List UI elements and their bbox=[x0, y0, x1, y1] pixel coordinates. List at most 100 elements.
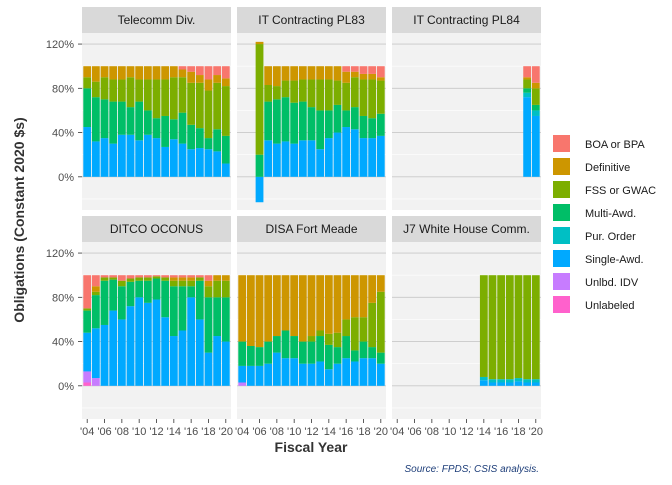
bar-segment bbox=[479, 376, 488, 381]
bar-segment bbox=[126, 275, 135, 279]
bar-segment bbox=[100, 66, 109, 78]
bar-segment bbox=[523, 79, 532, 89]
bar-segment bbox=[83, 275, 92, 309]
bar-segment bbox=[333, 347, 342, 364]
bar-segment bbox=[195, 82, 204, 129]
bar-segment bbox=[109, 66, 118, 80]
x-tick-label: '10 bbox=[287, 426, 301, 438]
bar-segment bbox=[161, 66, 170, 80]
bar-segment bbox=[264, 84, 273, 102]
bar-segment bbox=[143, 134, 152, 177]
facet-title: IT Contracting PL84 bbox=[413, 13, 520, 27]
bar-segment bbox=[169, 119, 178, 140]
bar-segment bbox=[187, 149, 196, 177]
bar-segment bbox=[368, 79, 377, 119]
bar-segment bbox=[246, 365, 255, 386]
y-axis-title: Obligations (Constant 2020 $s) bbox=[11, 117, 27, 322]
bar-segment bbox=[100, 324, 109, 386]
bar-segment bbox=[342, 127, 351, 177]
bar-segment bbox=[531, 104, 540, 111]
bar-segment bbox=[333, 363, 342, 386]
x-axis-title: Fiscal Year bbox=[275, 439, 348, 455]
bar-segment bbox=[316, 66, 325, 80]
bar-segment bbox=[307, 66, 316, 80]
legend-label: Unlbd. IDV bbox=[585, 277, 639, 289]
x-tick-label: '18 bbox=[356, 426, 370, 438]
bar-segment bbox=[152, 118, 161, 139]
bar-segment bbox=[204, 280, 213, 287]
x-tick-label: '12 bbox=[459, 426, 473, 438]
bar-segment bbox=[178, 77, 187, 113]
bar-segment bbox=[135, 277, 144, 281]
bar-segment bbox=[109, 277, 118, 280]
x-tick-label: '18 bbox=[201, 426, 215, 438]
bar-segment bbox=[316, 275, 325, 331]
bar-segment bbox=[359, 73, 368, 80]
bar-segment bbox=[221, 297, 230, 342]
y-tick-label: 120% bbox=[46, 39, 74, 51]
bar-segment bbox=[350, 107, 359, 130]
bar-segment bbox=[497, 382, 506, 386]
legend-swatch bbox=[553, 158, 570, 175]
bar-segment bbox=[213, 66, 222, 76]
bar-segment bbox=[109, 310, 118, 386]
bar-segment bbox=[204, 275, 213, 281]
bar-segment bbox=[152, 66, 161, 80]
bar-segment bbox=[298, 79, 307, 102]
bar-segment bbox=[204, 138, 213, 150]
bar-segment bbox=[152, 278, 161, 300]
bar-segment bbox=[117, 79, 126, 102]
bar-segment bbox=[178, 330, 187, 386]
bar-segment bbox=[221, 275, 230, 281]
bar-segment bbox=[213, 297, 222, 337]
bar-segment bbox=[195, 280, 204, 320]
bar-segment bbox=[100, 77, 109, 100]
bar-segment bbox=[126, 134, 135, 177]
x-tick-label: '12 bbox=[149, 426, 163, 438]
legend-swatch bbox=[553, 204, 570, 221]
bar-segment bbox=[126, 306, 135, 386]
bar-segment bbox=[298, 341, 307, 364]
bar-segment bbox=[152, 138, 161, 177]
bar-segment bbox=[178, 275, 187, 278]
x-tick-label: '14 bbox=[477, 426, 491, 438]
bar-segment bbox=[272, 143, 281, 177]
bar-segment bbox=[531, 110, 540, 116]
bar-segment bbox=[497, 379, 506, 383]
bar-segment bbox=[290, 102, 299, 144]
bar-segment bbox=[109, 79, 118, 102]
bar-segment bbox=[316, 336, 325, 362]
bar-segment bbox=[161, 317, 170, 386]
bar-segment bbox=[169, 336, 178, 386]
bar-segment bbox=[333, 132, 342, 177]
bar-segment bbox=[333, 104, 342, 133]
bar-segment bbox=[523, 88, 532, 93]
bar-segment bbox=[488, 275, 497, 380]
bar-segment bbox=[178, 69, 187, 78]
bar-segment bbox=[143, 302, 152, 386]
bar-segment bbox=[514, 378, 523, 382]
bar-segment bbox=[238, 341, 247, 366]
x-tick-label: '10 bbox=[442, 426, 456, 438]
bar-segment bbox=[342, 82, 351, 111]
y-tick-label: 80% bbox=[52, 83, 74, 95]
bar-segment bbox=[255, 365, 264, 386]
y-tick-label: 0% bbox=[58, 172, 74, 184]
bar-segment bbox=[169, 277, 178, 281]
bar-segment bbox=[376, 363, 385, 386]
bar-segment bbox=[333, 80, 342, 105]
bar-segment bbox=[213, 129, 222, 152]
bar-segment bbox=[152, 276, 161, 279]
bar-segment bbox=[255, 44, 264, 155]
x-tick-label: '08 bbox=[425, 426, 439, 438]
bar-segment bbox=[376, 135, 385, 177]
bar-segment bbox=[264, 275, 273, 342]
bar-segment bbox=[316, 330, 325, 337]
bar-segment bbox=[135, 101, 144, 141]
bar-segment bbox=[83, 332, 92, 372]
bar-segment bbox=[376, 77, 385, 81]
facet-strip bbox=[237, 7, 386, 33]
bar-segment bbox=[143, 280, 152, 303]
x-tick-label: '06 bbox=[407, 426, 421, 438]
